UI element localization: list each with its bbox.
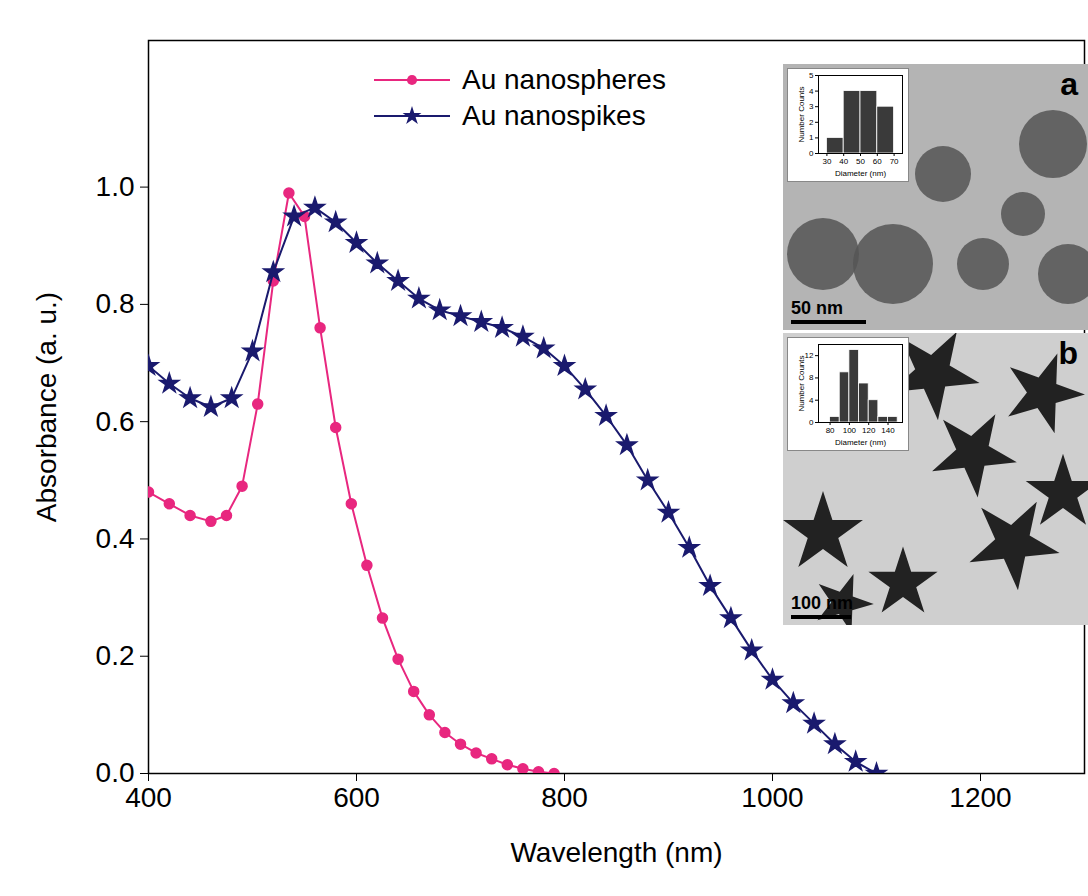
svg-text:0.6: 0.6 (96, 406, 135, 437)
svg-text:1.0: 1.0 (96, 171, 135, 202)
svg-text:Number Counts: Number Counts (797, 86, 806, 142)
svg-text:140: 140 (881, 426, 895, 435)
html-text:100 nm: 100 nm (791, 593, 853, 613)
svg-text:4: 4 (809, 87, 814, 96)
svg-text:4: 4 (809, 396, 814, 405)
html-text:Au nanospikes: Au nanospikes (462, 100, 646, 131)
svg-text:Diameter (nm): Diameter (nm) (835, 169, 886, 178)
svg-text:Diameter (nm): Diameter (nm) (835, 438, 886, 447)
svg-text:100: 100 (843, 426, 857, 435)
svg-text:1200: 1200 (949, 782, 1011, 813)
svg-text:Absorbance (a. u.): Absorbance (a. u.) (31, 292, 62, 522)
svg-text:80: 80 (826, 426, 835, 435)
svg-text:0: 0 (809, 418, 814, 427)
svg-text:400: 400 (125, 782, 172, 813)
svg-text:0.8: 0.8 (96, 288, 135, 319)
html-text:50 nm: 50 nm (791, 298, 843, 318)
svg-text:120: 120 (862, 426, 876, 435)
svg-text:5: 5 (809, 71, 814, 80)
svg-text:3: 3 (809, 102, 814, 111)
svg-text:600: 600 (333, 782, 380, 813)
svg-text:8: 8 (809, 373, 814, 382)
svg-text:1: 1 (809, 133, 814, 142)
svg-text:30: 30 (822, 157, 831, 166)
svg-text:0.0: 0.0 (95, 757, 135, 789)
svg-text:1000: 1000 (741, 782, 803, 813)
svg-text:0.2: 0.2 (96, 640, 135, 671)
svg-text:2: 2 (809, 118, 814, 127)
svg-text:Wavelength (nm): Wavelength (nm) (510, 837, 722, 868)
svg-text:70: 70 (890, 157, 899, 166)
html-text:a: a (1060, 66, 1078, 102)
svg-text:40: 40 (839, 157, 848, 166)
svg-text:Number Counts: Number Counts (797, 355, 806, 411)
svg-text:50: 50 (856, 157, 865, 166)
svg-text:800: 800 (541, 782, 588, 813)
svg-text:60: 60 (873, 157, 882, 166)
svg-text:12: 12 (804, 351, 814, 361)
svg-text:0.4: 0.4 (96, 523, 135, 554)
html-text:b: b (1058, 335, 1078, 371)
svg-text:0: 0 (809, 149, 814, 158)
html-text:Au nanospheres: Au nanospheres (462, 64, 666, 95)
